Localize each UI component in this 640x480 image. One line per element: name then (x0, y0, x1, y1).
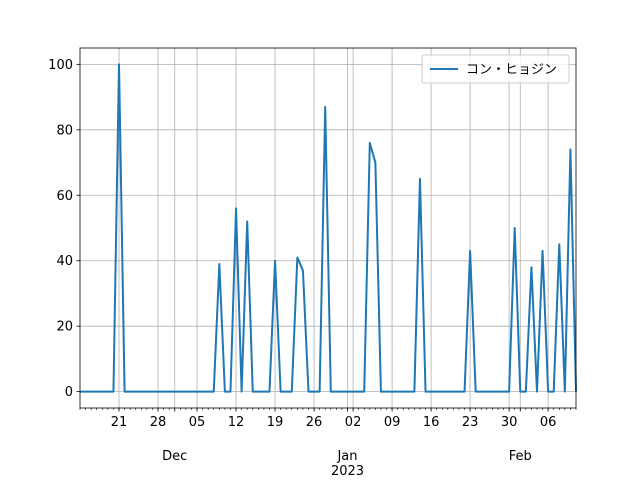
x-axis: 21 28 05 12 19 26 02 09 16 23 30 06 Dec Jan Feb 2023 (79, 408, 577, 479)
x-tick-label: 19 (267, 415, 284, 430)
x-tick-label: 26 (306, 415, 323, 430)
y-axis: 0 20 40 60 80 100 (48, 58, 80, 400)
x-tick-label: 05 (189, 415, 206, 430)
series-line (80, 63, 577, 393)
x-year-label: 2023 (331, 464, 364, 479)
y-tick-label: 60 (56, 189, 73, 204)
y-tick-label: 100 (48, 58, 73, 73)
x-tick-label: 09 (384, 415, 401, 430)
y-tick-label: 20 (56, 320, 73, 335)
legend-box (421, 54, 570, 84)
x-tick-label: 12 (228, 415, 245, 430)
x-month-label: Jan (336, 449, 357, 464)
y-tick-label: 80 (56, 123, 73, 138)
x-tick-label: 23 (462, 415, 479, 430)
x-tick-label: 06 (540, 415, 557, 430)
x-tick-label: 30 (501, 415, 518, 430)
x-month-label: Feb (509, 449, 532, 464)
legend: コン・ヒョジン (421, 54, 570, 84)
y-tick-label: 40 (56, 254, 73, 269)
x-tick-label: 02 (345, 415, 362, 430)
plot-area-frame (79, 47, 577, 409)
x-month-label: Dec (162, 449, 187, 464)
y-tick-label: 0 (65, 385, 73, 400)
x-tick-label: 16 (423, 415, 440, 430)
x-tick-label: 21 (111, 415, 128, 430)
legend-label: コン・ヒョジン (466, 63, 557, 78)
series-layer (80, 63, 577, 393)
x-tick-label: 28 (150, 415, 167, 430)
